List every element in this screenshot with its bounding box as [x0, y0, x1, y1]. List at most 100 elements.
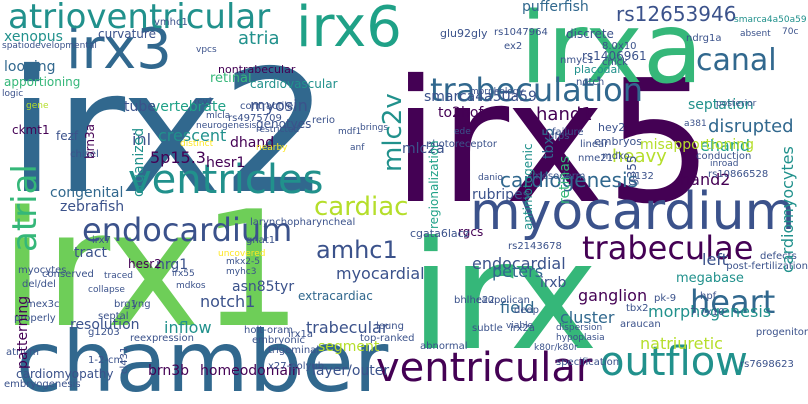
word-ventricular: ventricular [376, 345, 593, 391]
word-top-ranked: top-ranked [360, 333, 415, 344]
word-properly: properly [14, 313, 56, 324]
word-mdf1: mdf1 [338, 127, 362, 137]
word-hpf: hpf [700, 291, 717, 302]
word-ganglion: ganglion [578, 286, 648, 305]
word-notch: notch [576, 77, 605, 88]
word-inflow: inflow [164, 318, 212, 337]
word-abnormal: abnormal [420, 341, 468, 352]
word-morphology: morphology [470, 87, 524, 97]
word-viable: viable [506, 321, 534, 331]
word-myocardium: myocardium [470, 182, 796, 242]
word-irxb: irxb [540, 275, 567, 291]
word-megabase: megabase [676, 271, 744, 286]
word-discrete: discrete [566, 27, 614, 41]
word-traced: traced [104, 271, 133, 281]
word-embryonic: embryonic [252, 335, 306, 346]
word-posterior: posterior [716, 99, 757, 109]
word-rs12653946: rs12653946 [616, 2, 737, 26]
word-hesr1: hesr1 [206, 155, 246, 171]
word-ehand: ehand [700, 136, 751, 155]
word-apportioning: apportioning [4, 75, 81, 89]
word-deep: deep [514, 305, 539, 316]
word-placodal: placodal [574, 63, 621, 76]
word-brings: brings [360, 123, 389, 133]
word-mlcla: mlcla [206, 111, 231, 121]
word-to2hof: to2hof [438, 105, 484, 121]
word-gnat1: gnat1 [246, 235, 276, 246]
word-irx2a: irx2a [510, 323, 536, 334]
word-mlc2v: mlc2v [378, 92, 408, 172]
word-linear: linear [580, 139, 609, 150]
word-atrial: atrial [5, 164, 45, 253]
word-anf: anf [350, 143, 365, 153]
word-absent: absent [740, 29, 771, 39]
word-one-2-cm: 1-2-cm [88, 355, 124, 366]
word-pk9: pk-9 [654, 293, 677, 304]
word-heart: heart [690, 283, 776, 321]
word-fezf: fezf [56, 129, 79, 143]
word-rs10866528: rs10866528 [708, 169, 769, 180]
word-cardiac: cardiac [314, 192, 409, 222]
word-tbx5: tbx5 [541, 127, 557, 159]
word-hesr2: hesr2 [128, 257, 162, 271]
word-mkx2-5: mkx2-5 [226, 257, 261, 267]
word-asn85tyr: asn85tyr [232, 279, 295, 295]
word-chisel: chisel [70, 149, 99, 160]
word-5p15-3: 5p15.3 [150, 148, 206, 167]
word-septal: septal [98, 311, 129, 322]
word-regionalization: regionalization [427, 140, 441, 229]
word-irx7: irx7 [92, 235, 111, 246]
word-brn3a: brn3a [83, 124, 97, 159]
word-photoreceptor: photoreceptor [426, 139, 498, 150]
word-del-del: del/del [22, 279, 56, 290]
word-spatiodevelopmental: spatiodevelopmental [2, 41, 97, 51]
word-misapportioning: misapportioning [640, 137, 754, 153]
word-cl431: cl431 [119, 346, 130, 374]
word-irx3: irx3 [66, 17, 172, 82]
word-logic: logic [2, 89, 24, 99]
word-irx1: irx1 [0, 176, 303, 363]
word-araucan: araucan [620, 319, 661, 330]
word-mex3c: mex3c [26, 299, 60, 310]
word-reexpression: reexpression [130, 333, 194, 344]
word-myosin: myosin [250, 96, 308, 115]
word-eight-0x10: 8.0x10 [602, 41, 637, 52]
word-irx: irx [410, 210, 599, 384]
word-holt-oram: holt-oram [244, 325, 294, 336]
word-rerio: rerio [312, 115, 336, 126]
word-field: field [500, 298, 535, 317]
word-x27-polyub: x27-polyub [268, 361, 325, 372]
word-brg1: brg1 [114, 299, 137, 310]
word-atrioventricular: atrioventricular [8, 0, 271, 37]
word-cgata6lacz: cgata6lacz [410, 227, 470, 240]
word-uncovered: uncovered [218, 249, 266, 259]
word-seven-7x10: 7.7x10 [690, 307, 725, 318]
word-chamber: chamber [16, 313, 389, 404]
word-homeodomain: homeodomain [200, 363, 301, 379]
word-extracardiac: extracardiac [298, 289, 373, 303]
word-heavy: heavy [612, 146, 667, 167]
word-a381: a381 [684, 119, 707, 129]
word-myocardial: myocardial [336, 264, 425, 283]
word-crescent: crescent [158, 126, 227, 145]
word-g1203: g1203 [88, 327, 120, 338]
word-embryos: embryos [594, 135, 642, 148]
word-nfps: nfps [548, 131, 570, 142]
word-seventy-c: 70c [782, 27, 799, 37]
word-subtle: subtle [472, 323, 503, 334]
word-hey2: hey2 [598, 121, 626, 134]
word-layer-outer: layer/outer [312, 363, 390, 379]
word-rs1406961: rs1406961 [582, 49, 647, 63]
word-tube: tube [124, 99, 156, 115]
word-left: left [702, 250, 728, 269]
word-retinas: retinas [557, 155, 573, 204]
word-vpcs: vpcs [196, 45, 217, 55]
word-post-fertilization: post-fertilization [726, 261, 808, 272]
word-leung: leung [376, 321, 404, 332]
word-canal: canal [696, 43, 777, 78]
word-atrium: atrium [6, 347, 40, 358]
word-looping: looping [4, 59, 56, 75]
word-zebrafish: zebrafish [60, 199, 125, 215]
word-smarca4: smarca4a50a59 [424, 89, 537, 105]
word-glu92gly: glu92gly [440, 27, 488, 40]
